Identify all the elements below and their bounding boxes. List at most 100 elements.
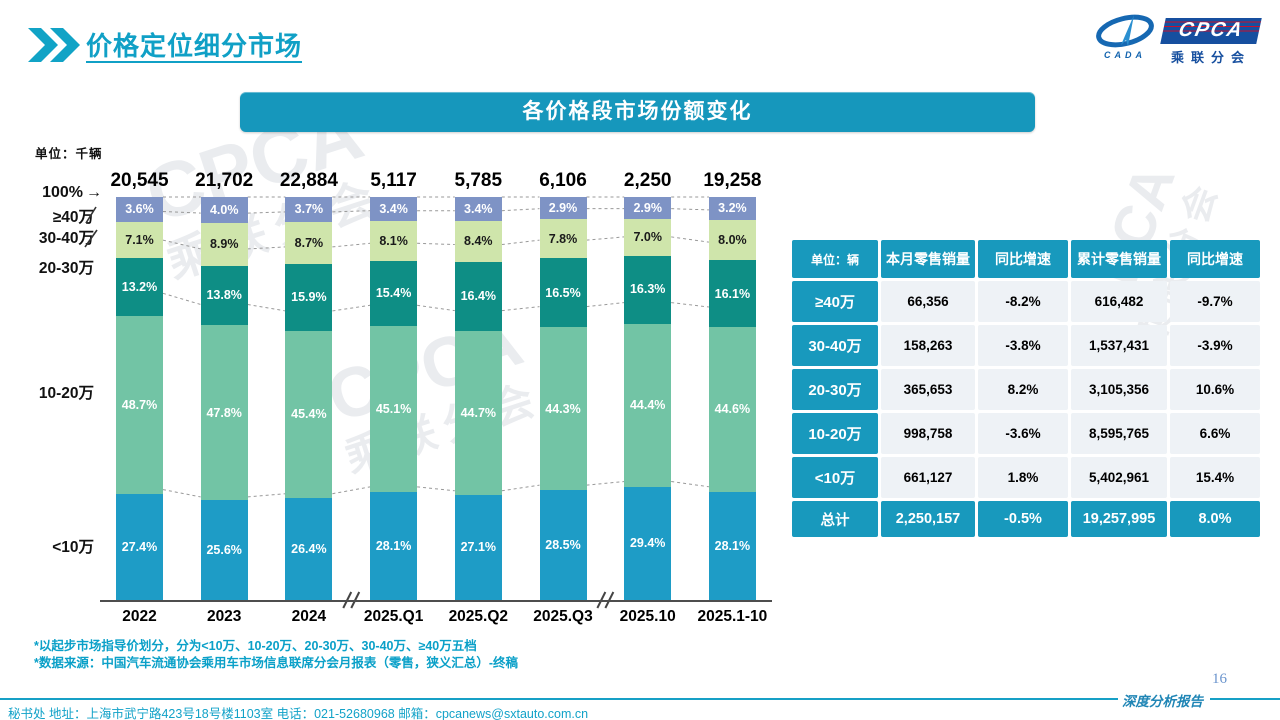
table-col-header: 同比增速 xyxy=(978,240,1068,278)
stacked-bar-chart: 20,545 3.6% 7.1% 13.2% 48.7% 27.4% 2022 21,702 4… xyxy=(20,170,772,625)
bar-total-label: 20,545 xyxy=(110,170,169,191)
bar-segment-<10万: 25.6% xyxy=(200,500,248,600)
bar-segment-<10万: 26.4% xyxy=(285,497,333,600)
segment-value-label: 45.4% xyxy=(291,406,327,421)
cpca-logo: CADA CPCA 乘联分会 xyxy=(1094,14,1262,66)
footer-contact: 秘书处 地址：上海市武宁路423号18号楼1103室 电话：021-526809… xyxy=(8,707,589,720)
table-body: ≥40万 66,356 -8.2% 616,482 -9.7% 30-40万 158,263… xyxy=(792,281,1260,537)
footnotes: *以起步市场指导价划分，分为<10万、10-20万、20-30万、30-40万、… xyxy=(34,638,518,672)
segment-value-label: 13.2% xyxy=(121,279,158,294)
table-row: 30-40万 158,263 -3.8% 1,537,431 -3.9% xyxy=(792,325,1260,366)
bar-segment-≥40万: 2.9% xyxy=(539,197,587,220)
segment-value-label: 3.4% xyxy=(464,201,493,216)
table-total-row: 总计 2,250,157 -0.5% 19,257,995 8.0% xyxy=(792,501,1260,537)
segment-value-label: 28.5% xyxy=(545,537,581,552)
y-label-20-30: 20-30万 xyxy=(38,260,94,277)
segment-value-label: 2.9% xyxy=(548,200,578,215)
bar-segment-20-30万: 13.2% xyxy=(116,258,163,316)
bar-segment-<10万: 27.4% xyxy=(116,494,163,601)
footer-rule xyxy=(0,698,1118,700)
table-row: 20-30万 365,653 8.2% 3,105,356 10.6% xyxy=(792,369,1260,410)
data-cell: 661,127 xyxy=(881,457,975,498)
page-title: 价格定位细分市场 xyxy=(86,31,303,61)
segment-value-label: 28.1% xyxy=(375,538,412,553)
segment-value-label: 45.1% xyxy=(375,401,412,416)
bar-column-2022: 20,545 3.6% 7.1% 13.2% 48.7% 27.4% 2022 xyxy=(110,170,168,625)
total-data-cell: -0.5% xyxy=(978,501,1068,537)
bar-total-label: 5,785 xyxy=(454,170,503,191)
bar-segment-<10万: 29.4% xyxy=(624,487,672,600)
arrow-right-icon: → xyxy=(86,184,102,201)
bar-segment-10-20万: 44.3% xyxy=(539,327,587,491)
segment-value-label: 44.4% xyxy=(629,398,666,413)
segment-value-label: 3.2% xyxy=(718,201,747,216)
segment-value-label: 25.6% xyxy=(206,542,242,557)
logo-cada-text: CADA xyxy=(1104,50,1146,60)
bar-segment-≥40万: 3.7% xyxy=(285,197,333,223)
bar-total-label: 6,106 xyxy=(539,170,587,191)
segment-value-label: 13.8% xyxy=(206,288,242,303)
sales-table: 单位：辆 本月零售销量 同比增速 累计零售销量 同比增速 ≥40万 66,356-… xyxy=(789,237,1263,540)
data-cell: 1.8% xyxy=(978,457,1068,498)
bar-stack: 4.0% 8.9% 13.8% 47.8% 25.6% xyxy=(200,197,248,600)
segment-value-label: 44.3% xyxy=(545,401,581,416)
bar-column-2025.10: 2,250 2.9% 7.0% 16.3% 44.4% 29.4% 2025.10 xyxy=(620,170,676,625)
bar-segment-30-40万: 8.9% xyxy=(200,223,248,266)
segment-value-label: 8.1% xyxy=(379,233,408,248)
data-cell: -3.6% xyxy=(978,413,1068,454)
bar-total-label: 22,884 xyxy=(279,170,338,191)
bar-segment-30-40万: 7.0% xyxy=(624,219,672,256)
segment-value-label: 8.7% xyxy=(294,235,324,250)
bar-segment-20-30万: 15.4% xyxy=(370,261,418,326)
y-label-lt10: <10万 xyxy=(52,539,94,556)
bar-stack: 2.9% 7.0% 16.3% 44.4% 29.4% xyxy=(624,197,672,600)
bar-column-2025.Q2: 5,785 3.4% 8.4% 16.4% 44.7% 27.1% 2025.Q2 xyxy=(449,170,508,625)
data-cell: -8.2% xyxy=(978,281,1068,322)
bar-segment-30-40万: 7.1% xyxy=(116,221,163,259)
table-row: 10-20万 998,758 -3.6% 8,595,765 6.6% xyxy=(792,413,1260,454)
segment-value-label: 26.4% xyxy=(291,541,327,556)
segment-value-label: 8.9% xyxy=(209,237,239,252)
data-cell: 365,653 xyxy=(881,369,975,410)
bar-segment-20-30万: 16.5% xyxy=(539,258,587,328)
report-type-label: 深度分析报告 xyxy=(1122,694,1203,709)
bar-segment-30-40万: 8.1% xyxy=(370,221,418,262)
segment-value-label: 8.4% xyxy=(464,234,493,249)
x-axis-label: 2025.1-10 xyxy=(697,608,768,625)
footer-rule xyxy=(1210,698,1280,700)
bar-total-label: 5,117 xyxy=(370,170,417,191)
footnote-line: *数据来源：中国汽车流通协会乘用车市场信息联席分会月报表（零售，狭义汇总）-终稿 xyxy=(34,656,519,670)
bar-segment-20-30万: 16.1% xyxy=(708,260,756,328)
data-cell: 616,482 xyxy=(1071,281,1167,322)
data-cell: 998,758 xyxy=(881,413,975,454)
bar-column-2025.1-10: 19,258 3.2% 8.0% 16.1% 44.6% 28.1% 2025.1-10 xyxy=(697,170,767,625)
segment-value-label: 7.0% xyxy=(633,230,662,245)
row-label: 30-40万 xyxy=(792,325,878,366)
table-unit-header: 单位：辆 xyxy=(792,240,878,278)
row-label: 20-30万 xyxy=(792,369,878,410)
segment-value-label: 7.8% xyxy=(548,231,578,246)
segment-value-label: 27.4% xyxy=(121,539,158,554)
data-cell: -3.9% xyxy=(1170,325,1260,366)
bar-stack: 3.2% 8.0% 16.1% 44.6% 28.1% xyxy=(708,197,756,600)
segment-value-label: 3.6% xyxy=(125,202,154,217)
bar-stack: 3.7% 8.7% 15.9% 45.4% 26.4% xyxy=(285,197,333,600)
bar-segment-≥40万: 3.6% xyxy=(116,197,163,222)
bar-segment-≥40万: 4.0% xyxy=(200,197,248,224)
data-cell: 3,105,356 xyxy=(1071,369,1167,410)
total-data-cell: 8.0% xyxy=(1170,501,1260,537)
cpca-swoosh-icon xyxy=(1094,14,1156,53)
y-label-10-20: 10-20万 xyxy=(38,385,94,402)
total-row-label: 总计 xyxy=(792,501,878,537)
table-row: <10万 661,127 1.8% 5,402,961 15.4% xyxy=(792,457,1260,498)
page-number: 16 xyxy=(1212,671,1227,687)
row-label: ≥40万 xyxy=(792,281,878,322)
bar-total-label: 21,702 xyxy=(195,170,254,191)
data-cell: 1,537,431 xyxy=(1071,325,1167,366)
bar-stack: 2.9% 7.8% 16.5% 44.3% 28.5% xyxy=(539,197,587,601)
bar-column-2023: 21,702 4.0% 8.9% 13.8% 47.8% 25.6% 2023 xyxy=(195,170,253,625)
bar-segment-≥40万: 3.4% xyxy=(454,197,502,222)
segment-value-label: 16.3% xyxy=(629,282,666,297)
data-cell: -9.7% xyxy=(1170,281,1260,322)
chart-unit-label: 单位：千辆 xyxy=(35,147,103,161)
